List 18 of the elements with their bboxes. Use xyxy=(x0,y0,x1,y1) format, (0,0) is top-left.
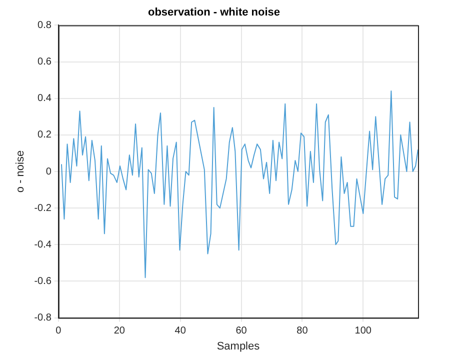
y-tick-label: 0.6 xyxy=(38,56,52,68)
x-tick-label: 0 xyxy=(56,326,62,337)
x-tick-label: 40 xyxy=(174,326,186,337)
y-tick-label: -0.2 xyxy=(34,202,52,214)
x-tick-label: 20 xyxy=(114,326,126,337)
y-axis-title: o - noise xyxy=(14,150,27,193)
x-tick-label: 80 xyxy=(296,326,308,337)
y-tick-label: 0 xyxy=(46,166,52,178)
x-tick-label: 100 xyxy=(354,326,372,337)
y-tick-label: -0.4 xyxy=(34,239,52,250)
y-tick-label: 0.2 xyxy=(38,130,52,141)
y-tick-label: -0.8 xyxy=(34,312,52,324)
y-tick-label: 0.8 xyxy=(38,20,52,31)
x-tick-label: 60 xyxy=(236,326,248,337)
y-tick-label: -0.6 xyxy=(34,276,52,287)
x-axis-title: Samples xyxy=(216,340,260,352)
y-tick-label: 0.4 xyxy=(38,93,52,104)
chart-title: observation - white noise xyxy=(148,6,280,19)
